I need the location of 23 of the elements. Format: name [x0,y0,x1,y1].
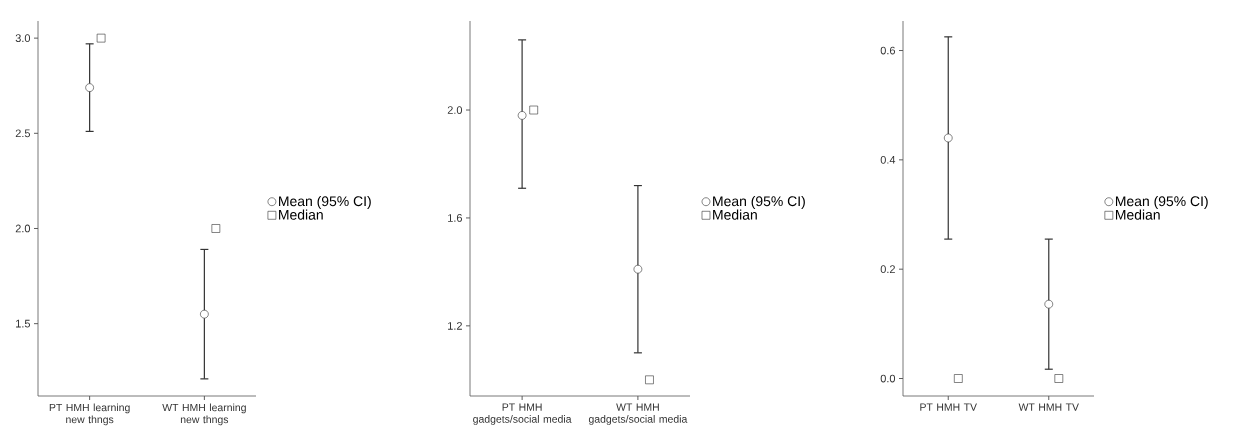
legend-label: Median [279,209,323,220]
x-tick-label: PT HMH TV [920,403,977,411]
legend-label: Median [713,209,757,220]
y-tick-label: 0.2 [880,265,895,274]
x-tick-label: WT HMH learning new thngs [162,403,246,426]
legend-label: Mean (95% CI) [713,195,805,209]
legend-label: Mean (95% CI) [279,195,371,209]
y-tick-label: 1.5 [16,319,31,328]
y-tick-label: 0.0 [880,374,896,383]
y-tick-label: 2.0 [15,224,31,233]
y-tick-label: 1.6 [448,214,462,222]
y-tick-label: 3.0 [15,34,31,43]
y-tick-label: 0.4 [880,155,896,164]
x-tick-label: PT HMH learning new thngs [49,403,130,426]
legend-label: Mean (95% CI) [1115,195,1208,209]
legend-label: Median [1115,209,1160,220]
y-tick-label: 2.0 [447,106,463,114]
y-tick-label: 2.5 [15,129,31,138]
y-tick-label: 0.6 [880,46,896,55]
x-tick-label: PT HMH gadgets/social media [473,403,572,425]
y-tick-label: 1.2 [448,322,462,330]
x-tick-label: WT HMH TV [1018,403,1079,411]
x-tick-label: WT HMH gadgets/social media [588,403,688,425]
